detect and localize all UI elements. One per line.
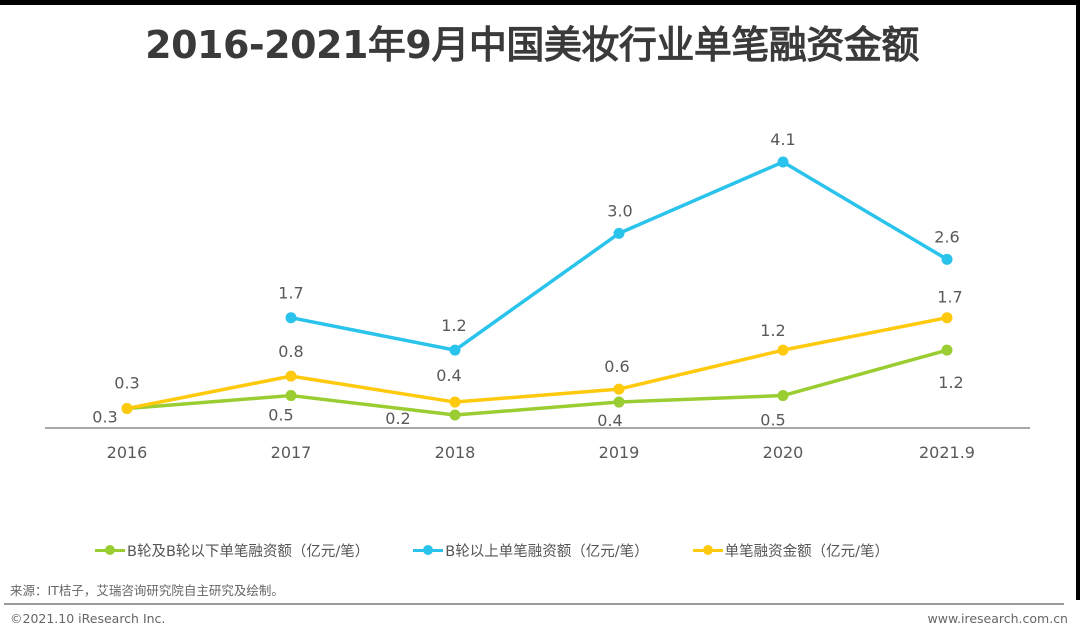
data-label: 1.7	[937, 288, 962, 307]
data-point	[285, 370, 297, 382]
data-point	[121, 403, 133, 415]
data-point	[941, 312, 953, 324]
data-label: 3.0	[607, 201, 632, 220]
data-point	[613, 383, 625, 395]
x-tick-label: 2020	[763, 443, 804, 462]
x-tick-label: 2018	[435, 443, 476, 462]
data-point	[941, 344, 953, 356]
data-point	[941, 253, 953, 265]
data-point	[449, 396, 461, 408]
right-border	[1076, 0, 1080, 600]
series-line	[126, 348, 948, 417]
data-label: 0.2	[385, 409, 410, 428]
legend-marker-blue-icon	[413, 544, 444, 556]
x-tick-label: 2016	[107, 443, 148, 462]
chart-title: 2016-2021年9月中国美妆行业单笔融资金额	[145, 23, 919, 67]
data-point	[777, 390, 789, 402]
data-label: 0.3	[114, 374, 139, 393]
data-label: 0.3	[92, 408, 117, 427]
legend-marker-green-icon	[95, 544, 125, 556]
x-tick-label: 2019	[599, 443, 640, 462]
data-point	[613, 396, 625, 408]
copyright: ©2021.10 iResearch Inc.	[10, 611, 166, 626]
legend-label: 单笔融资金额（亿元/笔）	[724, 543, 890, 560]
x-tick-label: 2017	[271, 443, 312, 462]
top-border	[0, 0, 1080, 5]
data-label: 0.4	[597, 411, 622, 430]
legend-item-above-b: B轮以上单笔融资额（亿元/笔）	[413, 540, 649, 561]
legend-item-overall: 单笔融资金额（亿元/笔）	[692, 540, 890, 561]
line-chart: 2016 2017 2018 2019 2020 2021.9 0.3 0.5 0.2 0.4 0.…	[45, 130, 1030, 462]
source-note: 来源：IT桔子，艾瑞咨询研究院自主研究及绘制。	[10, 583, 284, 598]
data-label: 1.7	[278, 284, 303, 303]
data-point	[449, 344, 461, 356]
data-point	[285, 312, 297, 324]
data-point	[777, 344, 789, 356]
data-label: 0.5	[268, 406, 293, 425]
data-label: 1.2	[938, 373, 963, 392]
legend-marker-yellow-icon	[692, 544, 723, 556]
data-point	[777, 156, 789, 168]
x-tick-label: 2021.9	[919, 443, 975, 462]
footer-divider	[4, 603, 1064, 605]
data-point	[613, 227, 625, 239]
legend-label: B轮及B轮以下单笔融资额（亿元/笔）	[127, 543, 370, 560]
legend: B轮及B轮以下单笔融资额（亿元/笔） B轮以上单笔融资额（亿元/笔） 单笔融资金…	[95, 538, 995, 562]
data-label: 4.1	[770, 130, 795, 149]
legend-label: B轮以上单笔融资额（亿元/笔）	[445, 543, 649, 560]
data-label: 2.6	[934, 227, 959, 246]
series-line	[126, 315, 948, 411]
data-label: 1.2	[760, 321, 785, 340]
data-label: 1.2	[441, 316, 466, 335]
data-point	[449, 409, 461, 421]
data-label: 0.4	[436, 366, 461, 385]
data-point	[285, 390, 297, 402]
data-label: 0.6	[604, 357, 629, 376]
legend-item-b-and-below: B轮及B轮以下单笔融资额（亿元/笔）	[95, 540, 369, 561]
series-line	[290, 160, 948, 352]
website-link[interactable]: www.iresearch.com.cn	[927, 611, 1069, 626]
data-label: 0.8	[278, 342, 303, 361]
data-label: 0.5	[760, 411, 785, 430]
